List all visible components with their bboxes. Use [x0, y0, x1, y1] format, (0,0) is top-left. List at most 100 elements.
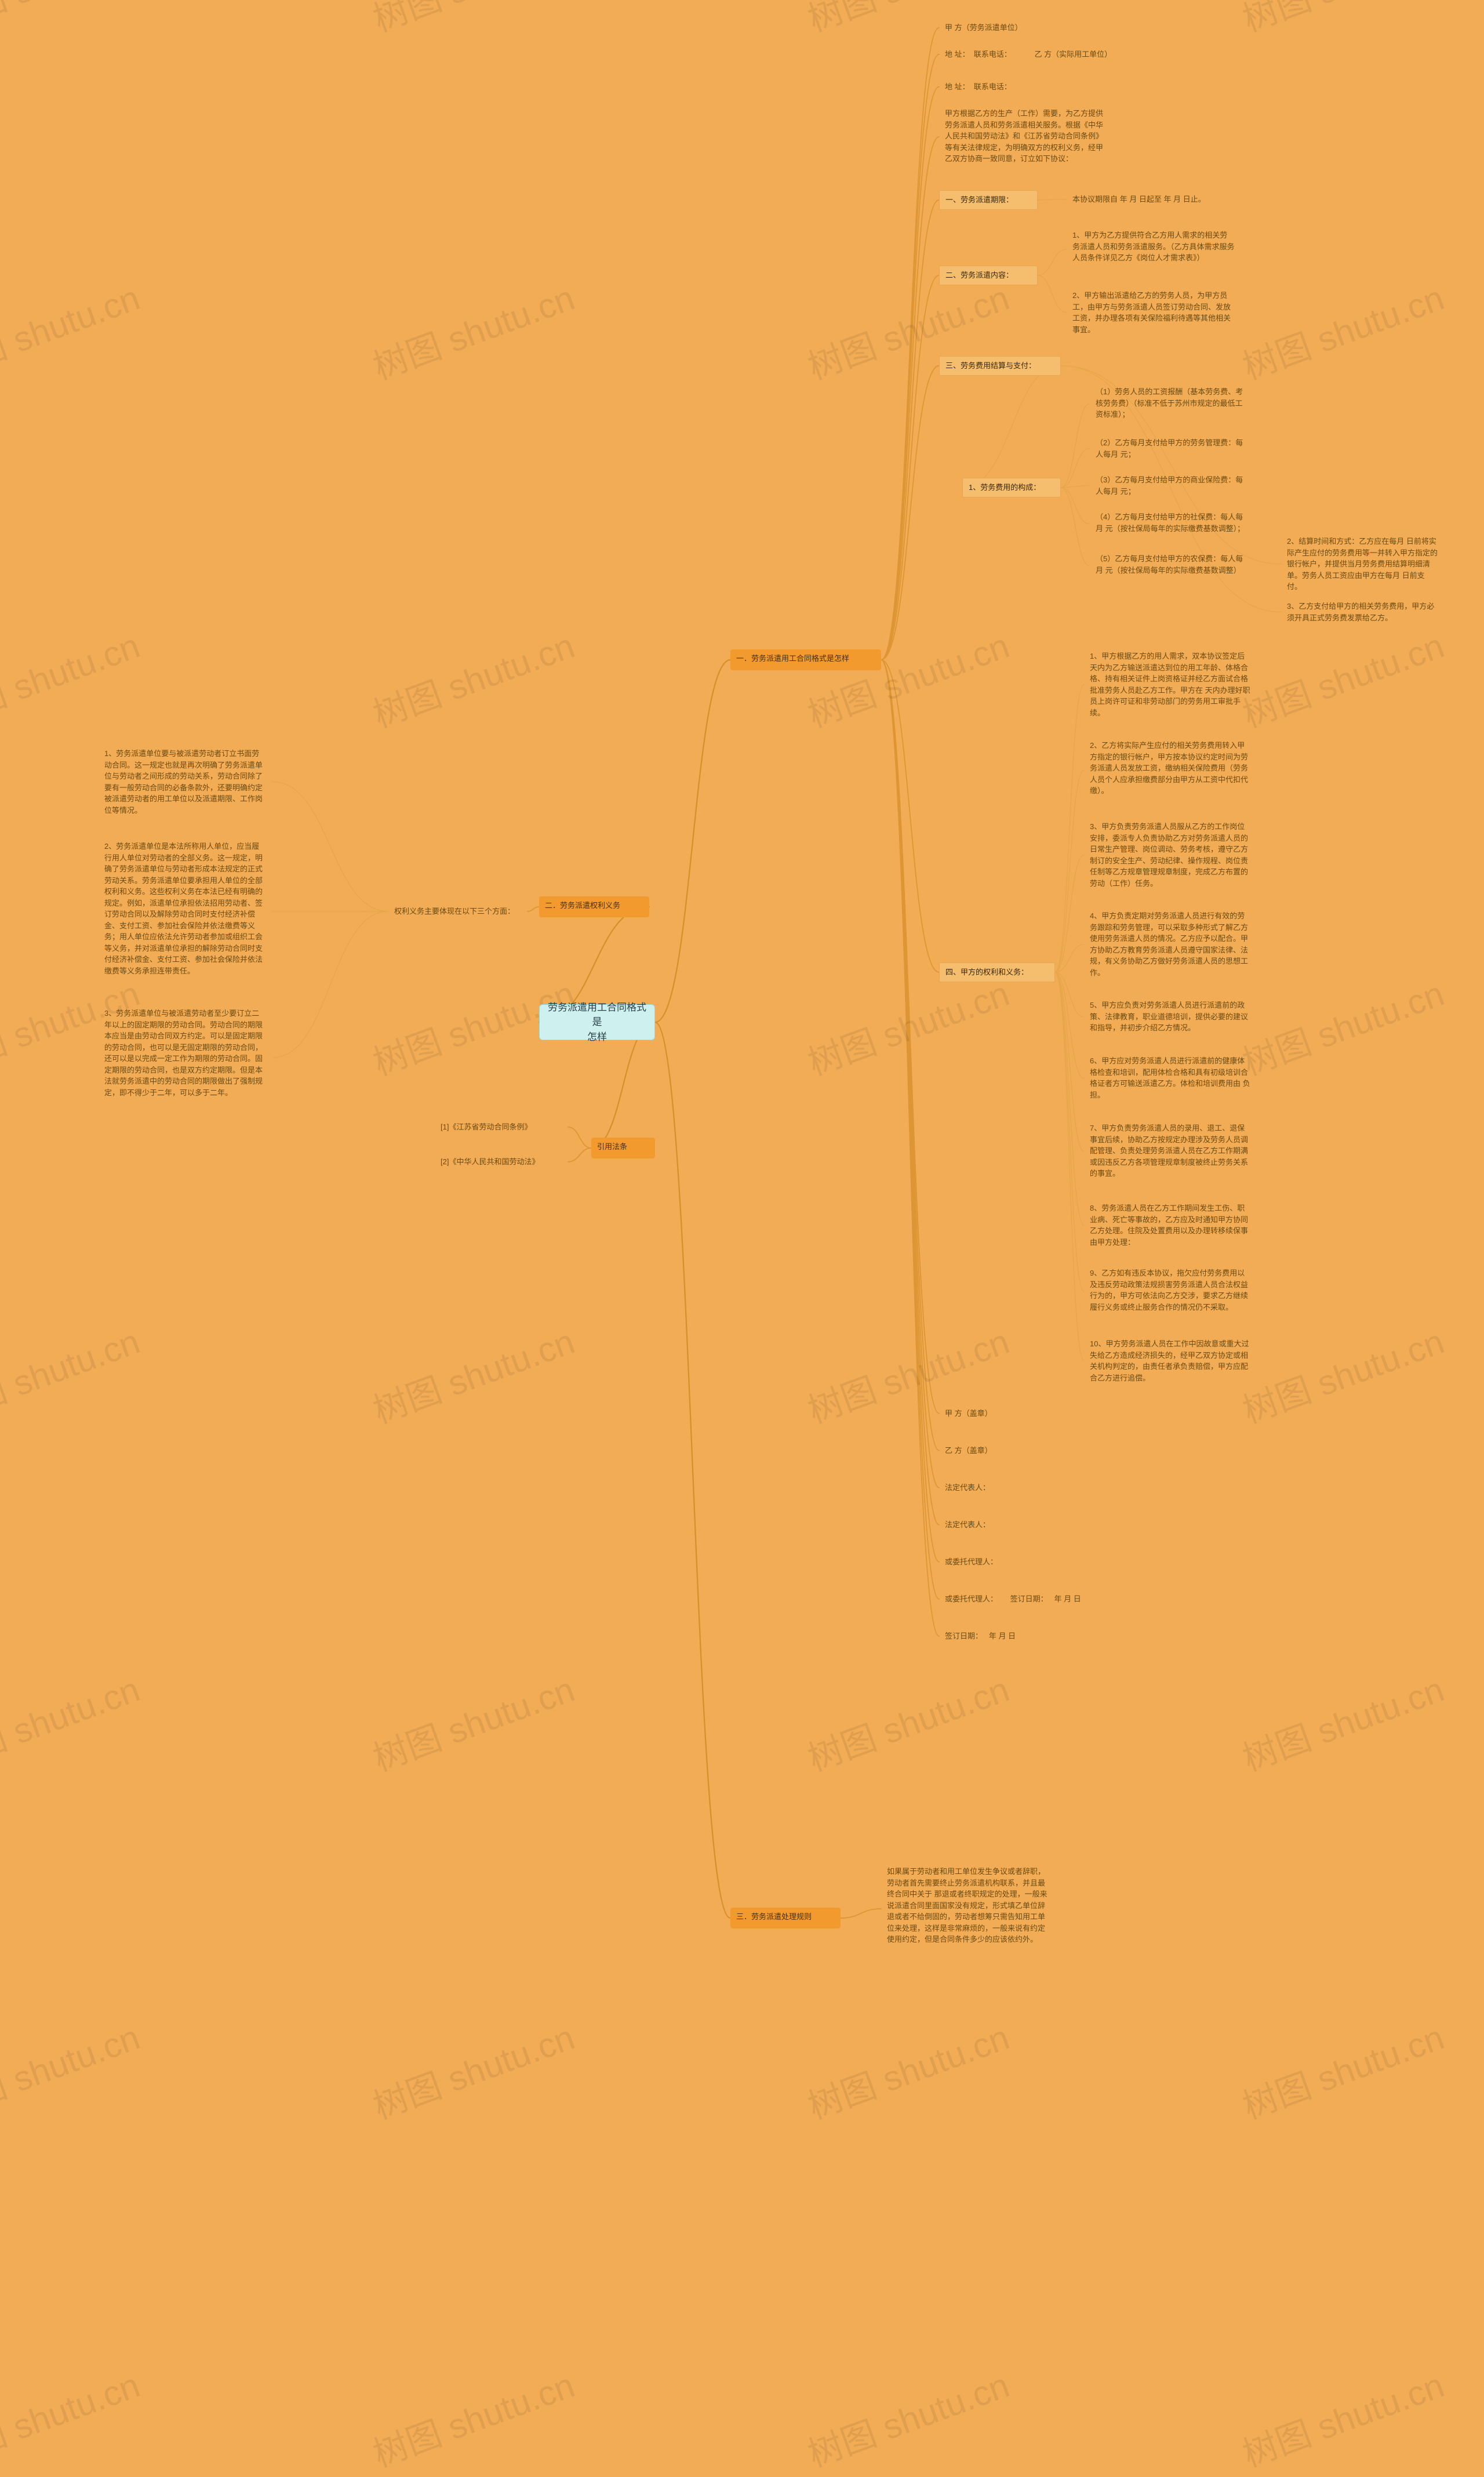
- mindmap-node-s1h[interactable]: 四、甲方的权利和义务：: [939, 963, 1055, 982]
- mindmap-node-s1e[interactable]: 一、劳务派遣期限：: [939, 190, 1038, 210]
- mindmap-node-s1g1d[interactable]: （4）乙方每月支付给甲方的社保费：每人每月 元（按社保局每年的实际缴费基数调整）…: [1090, 508, 1252, 540]
- mindmap-node-s1g3[interactable]: 3、乙方支付给甲方的相关劳务费用，甲方必须开具正式劳务费发票给乙方。: [1281, 597, 1443, 627]
- mindmap-node-label: 2、劳务派遣单位是本法所称用人单位，应当履行用人单位对劳动者的全部义务。这一规定…: [104, 842, 263, 975]
- mindmap-node-s2a[interactable]: 1、劳务派遣单位要与被派遣劳动者订立书面劳动合同。这一规定也就是再次明确了劳务派…: [99, 744, 272, 819]
- mindmap-node-label: 甲 方（盖章）: [945, 1409, 992, 1418]
- mindmap-node-label: 地 址： 联系电话： 乙 方（实际用工单位）: [945, 50, 1112, 59]
- mindmap-node-s2intro[interactable]: 权利义务主要体现在以下三个方面：: [388, 902, 528, 921]
- mindmap-node-s1h9[interactable]: 9、乙方如有违反本协议，拖欠应付劳务费用以及违反劳动政策法规损害劳务派遣人员合法…: [1084, 1264, 1258, 1320]
- mindmap-node-s1a[interactable]: 甲 方（劳务派遣单位）: [939, 19, 1113, 37]
- watermark: 树图 shutu.cn: [0, 1662, 146, 1781]
- mindmap-node-s1g1b[interactable]: （2）乙方每月支付给甲方的劳务管理费：每人每月 元；: [1090, 434, 1252, 463]
- mindmap-node-label: 或委托代理人： 签订日期： 年 月 日: [945, 1595, 1081, 1603]
- mindmap-node-sc2[interactable]: [2]《中华人民共和国劳动法》: [435, 1153, 568, 1171]
- watermark: 树图 shutu.cn: [0, 270, 146, 390]
- watermark: 树图 shutu.cn: [365, 1314, 580, 1433]
- mindmap-node-sc1[interactable]: [1]《江苏省劳动合同条例》: [435, 1118, 568, 1136]
- mindmap-node-label: [2]《中华人民共和国劳动法》: [441, 1157, 539, 1166]
- mindmap-node-s1i3[interactable]: 法定代表人：: [939, 1479, 1032, 1497]
- mindmap-node-s1h2[interactable]: 2、乙方将实际产生应付的相关劳务费用转入甲方指定的银行帐户，甲方按本协议约定时间…: [1084, 736, 1258, 804]
- mindmap-node-s1i7[interactable]: 签订日期： 年 月 日: [939, 1627, 1067, 1646]
- watermark: 树图 shutu.cn: [800, 966, 1015, 1085]
- mindmap-node-label: 3、甲方负责劳务派遣人员服从乙方的工作岗位安排，委派专人负责协助乙方对劳务派遣人…: [1090, 822, 1248, 888]
- mindmap-node-s1d[interactable]: 甲方根据乙方的生产（工作）需要，为乙方提供劳务派遣人员和劳务派遣相关服务。根据《…: [939, 104, 1113, 169]
- mindmap-node-label: 8、劳务派遣人员在乙方工作期间发生工伤、职业病、死亡等事故的，乙方应及时通知甲方…: [1090, 1204, 1248, 1247]
- watermark: 树图 shutu.cn: [1235, 1662, 1450, 1781]
- mindmap-node-s1b[interactable]: 地 址： 联系电话： 乙 方（实际用工单位）: [939, 45, 1183, 64]
- mindmap-node-s2[interactable]: 二．劳务派遣权利义务: [539, 896, 649, 917]
- watermark: 树图 shutu.cn: [1235, 0, 1450, 42]
- mindmap-node-s1g1a[interactable]: （1）劳务人员的工资报酬（基本劳务费、考核劳务费）（标准不低于苏州市规定的最低工…: [1090, 383, 1252, 424]
- mindmap-node-s1g[interactable]: 三、劳务费用结算与支付：: [939, 356, 1061, 376]
- watermark: 树图 shutu.cn: [365, 1662, 580, 1781]
- mindmap-node-label: 1、劳务费用的构成：: [969, 483, 1041, 492]
- mindmap-node-label: 9、乙方如有违反本协议，拖欠应付劳务费用以及违反劳动政策法规损害劳务派遣人员合法…: [1090, 1269, 1248, 1312]
- mindmap-node-s1g1[interactable]: 1、劳务费用的构成：: [962, 478, 1061, 497]
- mindmap-node-s3a[interactable]: 如果属于劳动者和用工单位发生争议或者辞职，劳动者首先需要终止劳务派遣机构联系，并…: [881, 1862, 1055, 1955]
- mindmap-node-label: 一、劳务派遣期限：: [945, 195, 1013, 204]
- mindmap-node-s1h1[interactable]: 1、甲方根据乙方的用人需求，双本协议签定后天内为乙方输送派遣达到位的用工年龄、体…: [1084, 647, 1258, 722]
- mindmap-node-s1g2[interactable]: 2、结算时间和方式：乙方应在每月 日前将实际产生应付的劳务费用等一并转入甲方指定…: [1281, 532, 1443, 596]
- mindmap-node-s1h5[interactable]: 5、甲方应负责对劳务派遣人员进行派遣前的政策、法律教育，职业道德培训，提供必要的…: [1084, 996, 1258, 1038]
- mindmap-node-label: 4、甲方负责定期对劳务派遣人员进行有效的劳务跟踪和劳务管理，可以采取多种形式了解…: [1090, 911, 1248, 977]
- mindmap-node-label: 地 址： 联系电话：: [945, 82, 1012, 91]
- mindmap-node-label: 1、甲方根据乙方的用人需求，双本协议签定后天内为乙方输送派遣达到位的用工年龄、体…: [1090, 652, 1250, 717]
- watermark: 树图 shutu.cn: [0, 2358, 146, 2477]
- mindmap-node-s1f2[interactable]: 2、甲方输出派遣给乙方的劳务人员，为甲方员工，由甲方与劳务派遣人员签订劳动合同、…: [1067, 286, 1241, 339]
- mindmap-node-label: 如果属于劳动者和用工单位发生争议或者辞职，劳动者首先需要终止劳务派遣机构联系，并…: [887, 1867, 1047, 1944]
- mindmap-node-s1h10[interactable]: 10、甲方劳务派遣人员在工作中因故意或重大过失给乙方造成经济损失的，经甲乙双方协…: [1084, 1335, 1258, 1387]
- mindmap-node-s1h4[interactable]: 4、甲方负责定期对劳务派遣人员进行有效的劳务跟踪和劳务管理，可以采取多种形式了解…: [1084, 907, 1258, 982]
- mindmap-node-s1c[interactable]: 地 址： 联系电话：: [939, 78, 1090, 96]
- mindmap-node-s1i5[interactable]: 或委托代理人：: [939, 1553, 1032, 1571]
- watermark: 树图 shutu.cn: [1235, 2010, 1450, 2129]
- mindmap-node-s1h6[interactable]: 6、甲方应对劳务派遣人员进行派遣前的健康体格检查和培训，配用体检合格和具有初级培…: [1084, 1052, 1258, 1105]
- mindmap-node-s1i2[interactable]: 乙 方（盖章）: [939, 1441, 1032, 1460]
- mindmap-node-label: 二、劳务派遣内容：: [945, 271, 1013, 279]
- mindmap-node-s1i4[interactable]: 法定代表人：: [939, 1516, 1032, 1534]
- mindmap-node-cite[interactable]: 引用法条: [591, 1138, 655, 1158]
- watermark: 树图 shutu.cn: [365, 270, 580, 390]
- mindmap-node-label: （1）劳务人员的工资报酬（基本劳务费、考核劳务费）（标准不低于苏州市规定的最低工…: [1096, 387, 1243, 419]
- mindmap-node-s1i6[interactable]: 或委托代理人： 签订日期： 年 月 日: [939, 1590, 1125, 1608]
- mindmap-node-s1f1[interactable]: 1、甲方为乙方提供符合乙方用人需求的相关劳务派遣人员和劳务派遣服务。（乙方具体需…: [1067, 226, 1241, 273]
- mindmap-node-label: 三．劳务派遣处理规则: [736, 1912, 812, 1921]
- mindmap-node-label: 本协议期限自 年 月 日起至 年 月 日止。: [1072, 195, 1206, 204]
- mindmap-node-s1h8[interactable]: 8、劳务派遣人员在乙方工作期间发生工伤、职业病、死亡等事故的，乙方应及时通知甲方…: [1084, 1199, 1258, 1251]
- mindmap-node-label: 乙 方（盖章）: [945, 1446, 992, 1455]
- mindmap-node-s1e1[interactable]: 本协议期限自 年 月 日起至 年 月 日止。: [1067, 190, 1235, 209]
- mindmap-node-s1i1[interactable]: 甲 方（盖章）: [939, 1404, 1032, 1423]
- mindmap-node-s1g1c[interactable]: （3）乙方每月支付给甲方的商业保险费：每人每月 元；: [1090, 471, 1252, 500]
- mindmap-node-label: 三、劳务费用结算与支付：: [945, 361, 1036, 370]
- watermark: 树图 shutu.cn: [800, 618, 1015, 738]
- watermark: 树图 shutu.cn: [365, 2010, 580, 2129]
- mindmap-node-label: 引用法条: [597, 1142, 627, 1151]
- mindmap-node-root[interactable]: 劳务派遣用工合同格式是 怎样: [539, 1004, 655, 1040]
- mindmap-node-s2b[interactable]: 2、劳务派遣单位是本法所称用人单位，应当履行用人单位对劳动者的全部义务。这一规定…: [99, 837, 272, 986]
- mindmap-node-s3[interactable]: 三．劳务派遣处理规则: [730, 1908, 841, 1928]
- mindmap-node-s1[interactable]: 一．劳务派遣用工合同格式是怎样: [730, 649, 881, 670]
- mindmap-node-label: 1、甲方为乙方提供符合乙方用人需求的相关劳务派遣人员和劳务派遣服务。（乙方具体需…: [1072, 231, 1235, 262]
- mindmap-node-label: 甲方根据乙方的生产（工作）需要，为乙方提供劳务派遣人员和劳务派遣相关服务。根据《…: [945, 109, 1103, 163]
- mindmap-node-label: （5）乙方每月支付给甲方的农保费：每人每月 元（按社保局每年的实际缴费基数调整）: [1096, 554, 1243, 575]
- mindmap-node-label: 5、甲方应负责对劳务派遣人员进行派遣前的政策、法律教育，职业道德培训，提供必要的…: [1090, 1001, 1248, 1032]
- watermark: 树图 shutu.cn: [1235, 966, 1450, 1085]
- mindmap-node-label: 1、劳务派遣单位要与被派遣劳动者订立书面劳动合同。这一规定也就是再次明确了劳务派…: [104, 749, 263, 815]
- watermark: 树图 shutu.cn: [1235, 2358, 1450, 2477]
- watermark: 树图 shutu.cn: [365, 2358, 580, 2477]
- mindmap-node-s1h7[interactable]: 7、甲方负责劳务派遣人员的录用、退工、退保事宜后续，协助乙方按规定办理涉及劳务人…: [1084, 1119, 1258, 1184]
- mindmap-node-s1f[interactable]: 二、劳务派遣内容：: [939, 266, 1038, 285]
- mindmap-node-label: [1]《江苏省劳动合同条例》: [441, 1123, 532, 1131]
- mindmap-node-label: （2）乙方每月支付给甲方的劳务管理费：每人每月 元；: [1096, 438, 1243, 459]
- watermark: 树图 shutu.cn: [1235, 270, 1450, 390]
- mindmap-node-label: 10、甲方劳务派遣人员在工作中因故意或重大过失给乙方造成经济损失的，经甲乙双方协…: [1090, 1339, 1249, 1382]
- mindmap-node-label: （3）乙方每月支付给甲方的商业保险费：每人每月 元；: [1096, 475, 1243, 496]
- mindmap-node-label: 签订日期： 年 月 日: [945, 1632, 1016, 1640]
- watermark: 树图 shutu.cn: [1235, 1314, 1450, 1433]
- watermark: 树图 shutu.cn: [800, 2010, 1015, 2129]
- mindmap-node-s2c[interactable]: 3、劳务派遣单位与被派遣劳动者至少要订立二年以上的固定期限的劳动合同。劳动合同的…: [99, 1004, 272, 1111]
- mindmap-node-label: 7、甲方负责劳务派遣人员的录用、退工、退保事宜后续，协助乙方按规定办理涉及劳务人…: [1090, 1124, 1248, 1178]
- mindmap-node-label: 3、劳务派遣单位与被派遣劳动者至少要订立二年以上的固定期限的劳动合同。劳动合同的…: [104, 1009, 263, 1097]
- mindmap-node-s1g1e[interactable]: （5）乙方每月支付给甲方的农保费：每人每月 元（按社保局每年的实际缴费基数调整）: [1090, 550, 1252, 582]
- mindmap-node-s1h3[interactable]: 3、甲方负责劳务派遣人员服从乙方的工作岗位安排，委派专人负责协助乙方对劳务派遣人…: [1084, 818, 1258, 892]
- mindmap-node-label: 2、甲方输出派遣给乙方的劳务人员，为甲方员工，由甲方与劳务派遣人员签订劳动合同、…: [1072, 291, 1231, 334]
